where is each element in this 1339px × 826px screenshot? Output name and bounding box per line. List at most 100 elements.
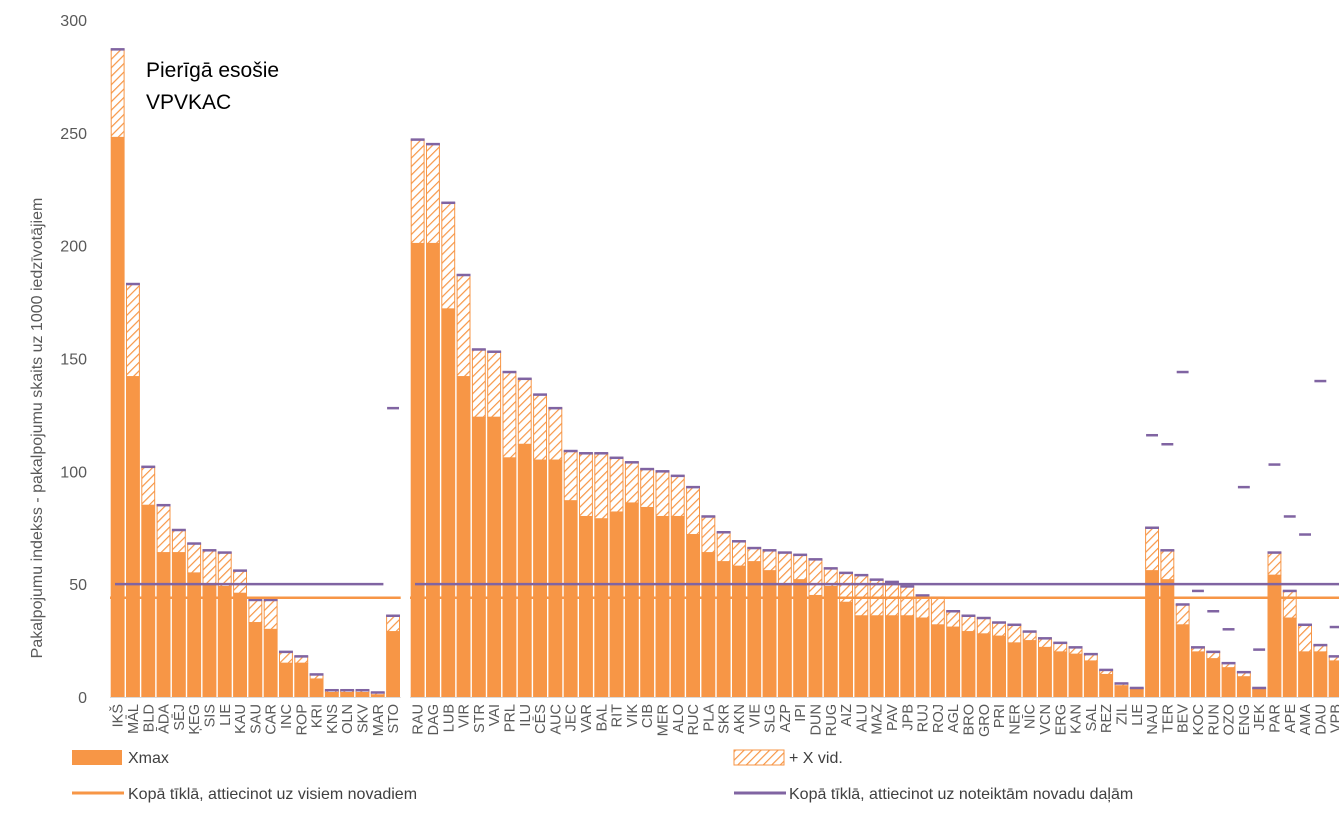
- category-label: ZIL: [1114, 704, 1130, 725]
- bar-xvid: [411, 140, 424, 244]
- bar-xvid: [172, 530, 185, 553]
- bar-xmax: [1053, 652, 1067, 697]
- bar-xvid: [1146, 528, 1159, 571]
- annotation-line-1: Pierīgā esošie: [146, 59, 279, 82]
- category-label: RUJ: [916, 704, 932, 732]
- bar-xmax: [325, 692, 339, 697]
- bar-xvid: [671, 476, 684, 517]
- bar-xvid: [977, 618, 990, 634]
- bar-xmax: [187, 573, 201, 697]
- bar-xmax: [1237, 677, 1251, 697]
- bar-xvid: [610, 458, 623, 512]
- category-label: AUC: [548, 704, 564, 735]
- category-label: SKV: [355, 704, 371, 733]
- bar-xmax: [701, 553, 715, 697]
- bar-xmax: [1084, 661, 1098, 697]
- category-label: AGL: [946, 704, 962, 733]
- bar-xvid: [387, 616, 400, 632]
- legend-swatch-xvid: [734, 750, 784, 765]
- category-label: OLN: [340, 704, 356, 734]
- bar-xvid: [763, 550, 776, 570]
- bar-xmax: [931, 625, 945, 697]
- bar-xmax: [1252, 688, 1266, 697]
- bar-xmax: [487, 417, 501, 697]
- bar-xmax: [203, 584, 217, 697]
- bar-xvid: [687, 487, 700, 534]
- bar-xmax: [441, 309, 455, 697]
- category-label: VCN: [1038, 704, 1054, 735]
- y-tick-label: 50: [69, 577, 87, 594]
- category-label: LIE: [1130, 704, 1146, 726]
- annotation: Pierīgā esošie VPVKAC: [146, 59, 279, 114]
- bar-xvid: [595, 453, 608, 518]
- bar-xmax: [854, 616, 868, 697]
- category-label: LIE: [218, 704, 234, 726]
- bar-xvid: [1299, 625, 1312, 652]
- bar-xmax: [141, 505, 155, 697]
- bar-xvid: [218, 553, 231, 587]
- category-label: VIR: [457, 704, 473, 728]
- bar-xmax: [732, 566, 746, 697]
- category-label: BRO: [961, 704, 977, 735]
- bar-xvid: [717, 532, 730, 561]
- bar-xmax: [870, 616, 884, 697]
- bar-xvid: [1268, 553, 1281, 576]
- bar-xmax: [747, 562, 761, 697]
- category-label: RUN: [1206, 704, 1222, 735]
- category-label: LUB: [441, 704, 457, 732]
- bar-xmax: [640, 507, 654, 697]
- bar-xvid: [947, 611, 960, 627]
- bar-xmax: [264, 629, 278, 697]
- bar-xvid: [641, 469, 654, 507]
- category-label: PAR: [1267, 704, 1283, 733]
- annotation-line-2: VPVKAC: [146, 91, 231, 114]
- bar-xvid: [962, 616, 975, 632]
- bar-xmax: [579, 516, 593, 697]
- category-label: PLA: [701, 704, 717, 732]
- bar-xvid: [656, 471, 669, 516]
- bar-xmax: [1222, 668, 1236, 697]
- bar-xmax: [126, 377, 140, 697]
- bar-xmax: [356, 692, 370, 697]
- bar-xvid: [488, 352, 501, 417]
- bar-xmax: [1007, 643, 1021, 697]
- category-labels: IKŠ MĀL BLD ĀDA SĒJ ĶEG SIS LIE KAU SAU CAR INC ROP K…: [110, 704, 1339, 737]
- bar-xmax: [411, 243, 425, 697]
- category-label: PAV: [885, 704, 901, 731]
- category-label: ILU: [518, 704, 534, 727]
- category-label: PRI: [992, 704, 1008, 728]
- bar-xmax: [472, 417, 486, 697]
- legend-swatch-xmax: [72, 750, 122, 765]
- bar-xmax: [1176, 625, 1190, 697]
- bar-xmax: [548, 460, 562, 697]
- category-label: KRI: [310, 704, 326, 728]
- bar-xmax: [457, 377, 471, 697]
- bar-xvid: [1023, 632, 1036, 641]
- category-label: ROJ: [931, 704, 947, 733]
- bar-xmax: [1099, 674, 1113, 697]
- category-label: CIB: [640, 704, 656, 728]
- bar-xmax: [992, 636, 1006, 697]
- bar-xvid: [280, 652, 293, 663]
- bar-xmax: [111, 137, 125, 697]
- bar-xvid: [427, 144, 440, 243]
- category-label: ALO: [671, 704, 687, 733]
- bar-xmax: [916, 618, 930, 697]
- bar-xvid: [625, 462, 638, 503]
- bar-xvid: [157, 505, 170, 552]
- bar-xvid: [1008, 625, 1021, 643]
- category-label: CĒS: [533, 704, 549, 734]
- y-tick-label: 300: [60, 13, 87, 30]
- category-label: AKN: [732, 704, 748, 734]
- category-label: ROP: [294, 704, 310, 735]
- bar-xvid: [855, 575, 868, 616]
- bar-xvid: [264, 600, 277, 629]
- bar-xmax: [885, 616, 899, 697]
- category-label: STO: [386, 704, 402, 734]
- category-label: JEK: [1252, 704, 1268, 731]
- bar-xmax: [1268, 575, 1282, 697]
- bar-xmax: [1038, 647, 1052, 697]
- legend: Xmax + X vid. Kopā tīklā, attiecinot uz …: [72, 750, 1133, 803]
- category-label: DAG: [426, 704, 442, 735]
